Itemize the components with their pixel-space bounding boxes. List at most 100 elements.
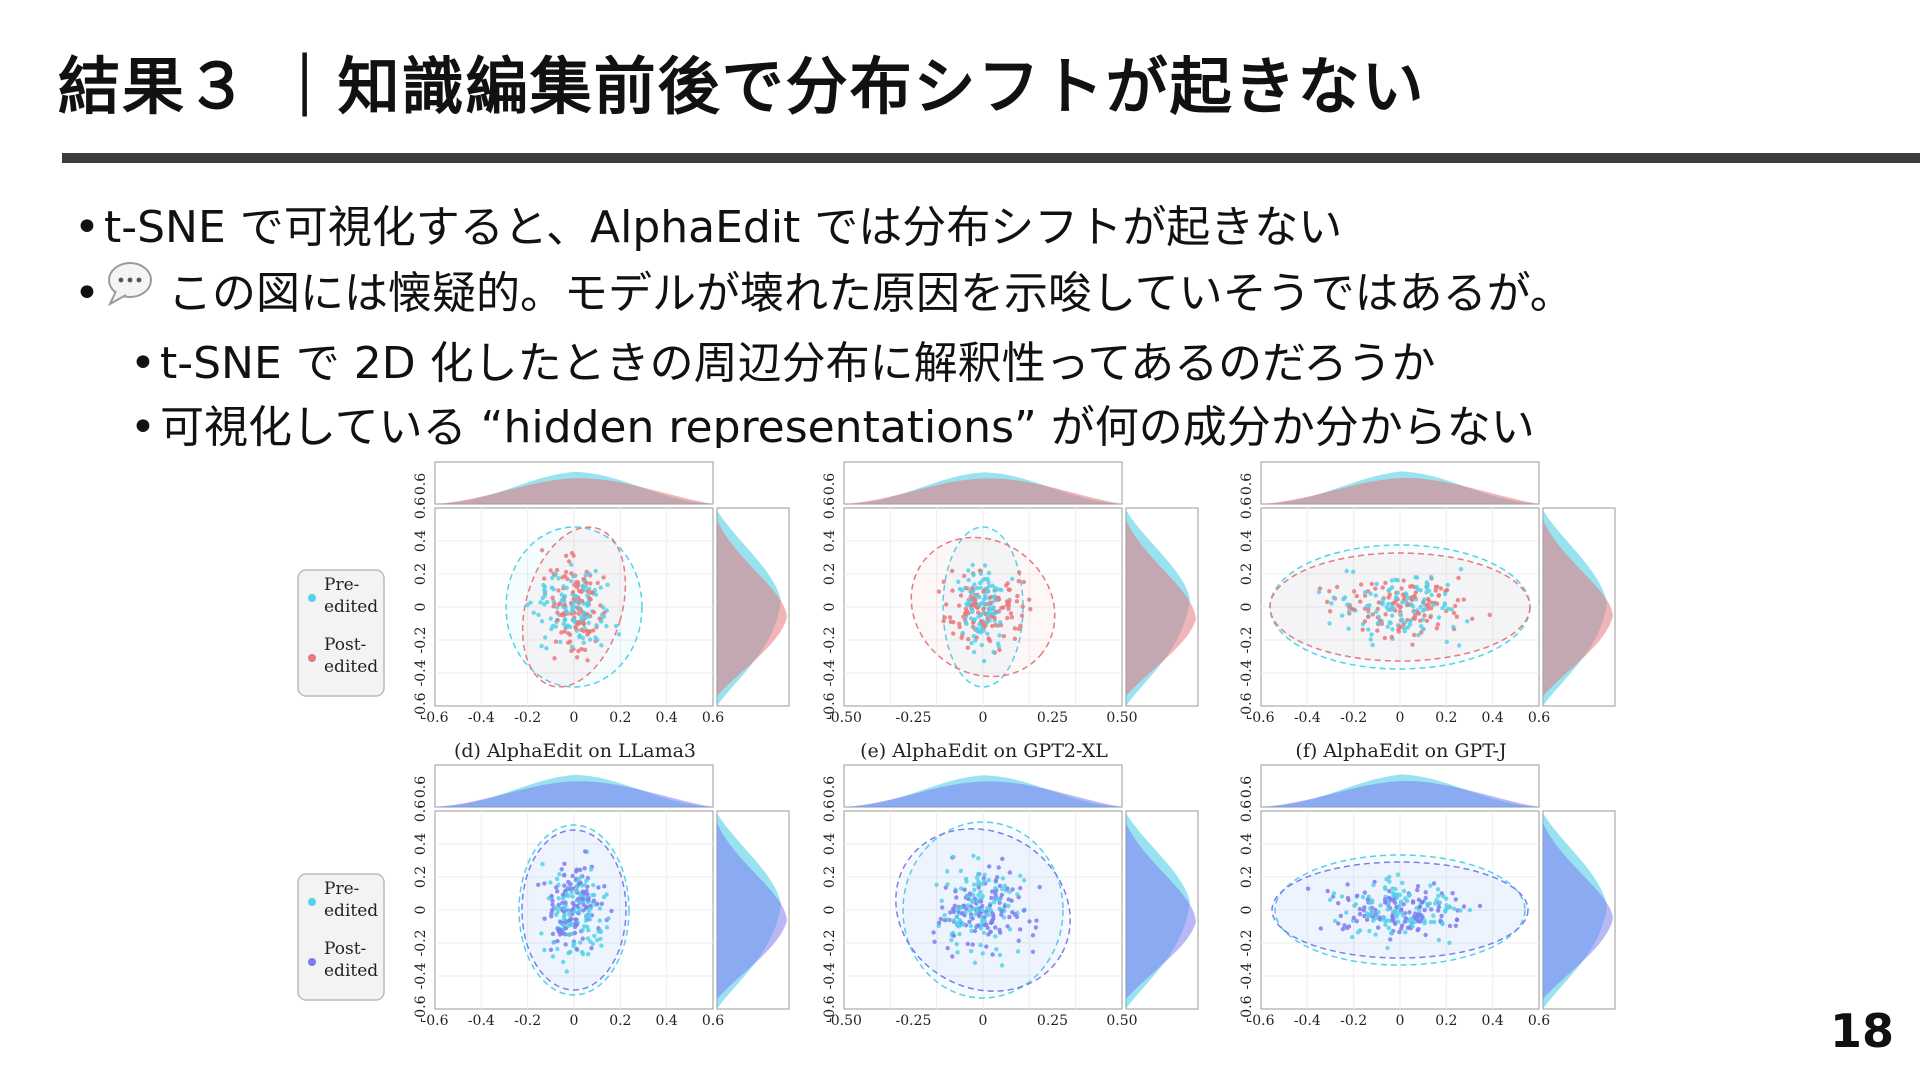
post-edited-point: [1005, 615, 1010, 621]
post-edited-point: [1386, 595, 1391, 600]
x-tick-label: 0.2: [1435, 1013, 1457, 1029]
post-edited-point: [1001, 634, 1006, 639]
pre-edited-point: [993, 934, 998, 939]
post-edited-point: [1338, 913, 1343, 919]
pre-edited-point: [1331, 595, 1336, 600]
post-edited-point: [570, 873, 575, 879]
post-edited-point: [1390, 917, 1396, 922]
pre-edited-point: [992, 598, 997, 603]
y-tick-label: -0.2: [413, 930, 429, 957]
pre-edited-point: [986, 610, 991, 615]
post-edited-point: [989, 600, 994, 605]
pre-edited-point: [542, 602, 547, 607]
post-marginal-density: [1261, 478, 1539, 504]
pre-edited-marker: [308, 898, 316, 906]
post-edited-point: [1405, 602, 1410, 607]
post-edited-point: [1325, 888, 1330, 894]
pre-edited-point: [1000, 876, 1006, 881]
post-edited-point: [1409, 583, 1415, 589]
pre-edited-point: [978, 942, 983, 948]
y-tick-label: 0.2: [1239, 866, 1255, 888]
pre-edited-point: [578, 874, 583, 880]
pre-edited-point: [1385, 918, 1390, 923]
post-edited-point: [1412, 593, 1417, 599]
post-edited-point: [958, 593, 964, 598]
post-edited-point: [1008, 611, 1014, 616]
pre-edited-point: [1374, 581, 1379, 587]
post-edited-point: [1005, 581, 1010, 586]
post-edited-point: [963, 611, 968, 617]
post-edited-point: [574, 655, 580, 660]
pre-edited-point: [1410, 924, 1415, 929]
pre-edited-point: [583, 584, 589, 589]
pre-edited-point: [1366, 627, 1371, 632]
pre-edited-point: [1429, 574, 1434, 580]
post-edited-point: [988, 920, 994, 926]
post-edited-point: [1419, 630, 1424, 635]
post-edited-point: [555, 610, 560, 615]
post-edited-point: [1357, 911, 1363, 917]
post-edited-point: [1034, 918, 1039, 923]
post-edited-point: [1006, 606, 1011, 611]
pre-edited-point: [616, 632, 622, 637]
pre-edited-point: [973, 638, 978, 643]
post-edited-point: [931, 930, 936, 935]
pre-edited-point: [1400, 880, 1405, 886]
post-edited-point: [588, 581, 593, 586]
pre-edited-point: [956, 924, 962, 929]
y-tick-label: 0: [1239, 603, 1255, 612]
pre-edited-point: [963, 620, 968, 625]
post-edited-point: [1453, 923, 1458, 928]
post-marginal-density: [435, 781, 713, 807]
post-edited-point: [971, 596, 976, 602]
pre-edited-point: [1434, 898, 1439, 903]
post-marginal-density: [844, 478, 1122, 504]
post-edited-point: [539, 548, 545, 553]
pre-edited-point: [982, 576, 987, 582]
y-tick-label: 0.4: [1239, 833, 1255, 855]
post-edited-point: [1019, 613, 1025, 618]
post-edited-point: [580, 897, 586, 902]
post-edited-point: [579, 646, 584, 652]
post-edited-point: [968, 904, 974, 909]
post-edited-point: [970, 942, 975, 947]
pre-edited-point: [595, 637, 600, 642]
post-edited-point: [1362, 593, 1368, 598]
post-edited-point: [562, 861, 567, 866]
pre-edited-point: [968, 908, 973, 914]
pre-edited-point: [1373, 593, 1378, 598]
post-edited-point: [984, 944, 989, 949]
post-edited-point: [983, 909, 989, 914]
y-tick-label: 0.2: [1239, 563, 1255, 585]
x-tick-label: 0.50: [1106, 710, 1137, 726]
pre-edited-point: [980, 919, 985, 925]
pre-edited-point: [580, 927, 585, 933]
post-edited-point: [550, 902, 555, 907]
pre-edited-point: [550, 575, 555, 581]
pre-edited-point: [1383, 886, 1388, 892]
post-edited-point: [1461, 904, 1467, 909]
x-tick-label: -0.4: [468, 1013, 495, 1029]
post-edited-point: [1359, 582, 1364, 587]
post-edited-point: [563, 900, 568, 905]
post-edited-point: [965, 941, 970, 947]
post-edited-point: [1380, 585, 1385, 590]
post-edited-point: [1433, 588, 1438, 593]
pre-edited-point: [1369, 907, 1374, 912]
pre-edited-point: [969, 928, 974, 934]
tsne-panel: (a) MEMIT on LLama3-0.6-0.4-0.200.20.40.…: [413, 437, 790, 726]
pre-edited-point: [571, 943, 576, 949]
post-edited-point: [1010, 887, 1015, 892]
pre-edited-point: [1402, 896, 1408, 901]
pre-edited-point: [1396, 919, 1401, 924]
post-edited-point: [1439, 913, 1444, 919]
pre-edited-point: [582, 882, 587, 888]
pre-edited-point: [1424, 585, 1429, 590]
pre-edited-point: [1389, 578, 1395, 583]
post-edited-point: [1362, 890, 1367, 895]
pre-edited-point: [1405, 625, 1410, 630]
post-edited-point: [549, 893, 554, 899]
pre-edited-point: [958, 905, 964, 910]
pre-edited-point: [1393, 577, 1398, 582]
post-edited-point: [560, 892, 566, 897]
